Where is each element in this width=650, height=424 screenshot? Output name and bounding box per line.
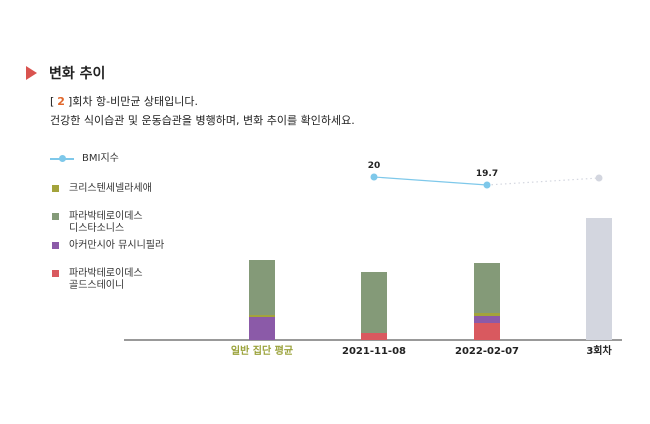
line-marker-icon (50, 153, 74, 165)
triangle-right-icon (26, 66, 37, 80)
bar-segment (249, 317, 275, 340)
legend-swatch (52, 242, 59, 249)
bmi-point (483, 181, 491, 189)
legend-swatch (52, 270, 59, 277)
bar-segment (474, 316, 500, 323)
status-line: [2]회차 항-비만균 상태입니다. (50, 93, 198, 109)
x-tick-label: 2021-11-08 (342, 346, 406, 357)
bar-segment (474, 323, 500, 340)
bar-segment (474, 313, 500, 316)
bmi-projection-line (486, 177, 600, 186)
bmi-value-label: 19.7 (476, 169, 498, 179)
legend-label: 파라박테로이데스 골드스테이니 (69, 268, 143, 291)
x-tick-label: 3회차 (586, 344, 612, 357)
x-tick-label: 일반 집단 평균 (231, 344, 293, 357)
bar-segment (361, 272, 387, 333)
legend-item-christensenellaceae: 크리스텐세넬라세애 (50, 183, 152, 195)
legend-item-distasonis: 파라박테로이데스 디스타소니스 (50, 211, 143, 235)
bar-segment (361, 333, 387, 340)
legend-swatch (52, 213, 59, 220)
round-number: 2 (57, 95, 65, 108)
bar-segment (249, 315, 275, 317)
bmi-line (373, 176, 488, 186)
legend-item-bmi: BMI지수 (50, 153, 119, 165)
legend-item-akkermansia: 아커만시아 뮤시니필라 (50, 240, 164, 252)
legend-label: 파라박테로이데스 디스타소니스 (69, 211, 143, 234)
bmi-placeholder-point (595, 174, 603, 182)
section-title: 변화 추이 (49, 66, 106, 82)
section-header: 변화 추이 (26, 64, 105, 82)
legend-swatch (52, 185, 59, 192)
bar-segment (249, 260, 275, 315)
legend-label: 크리스텐세넬라세애 (69, 183, 152, 194)
legend-item-goldsteinii: 파라박테로이데스 골드스테이니 (50, 268, 143, 292)
bar-segment (474, 263, 500, 313)
placeholder-bar (586, 218, 612, 340)
legend-label: BMI지수 (82, 153, 119, 164)
advice-text: 건강한 식이습관 및 운동습관을 병행하며, 변화 추이를 확인하세요. (50, 114, 355, 127)
status-text: 회차 항-비만균 상태입니다. (72, 95, 199, 108)
bmi-point (370, 173, 378, 181)
bracket-close: ] (67, 95, 73, 108)
x-tick-label: 2022-02-07 (455, 346, 519, 357)
legend-label: 아커만시아 뮤시니필라 (69, 240, 165, 251)
bmi-value-label: 20 (368, 161, 381, 171)
bracket-open: [ (50, 95, 55, 108)
